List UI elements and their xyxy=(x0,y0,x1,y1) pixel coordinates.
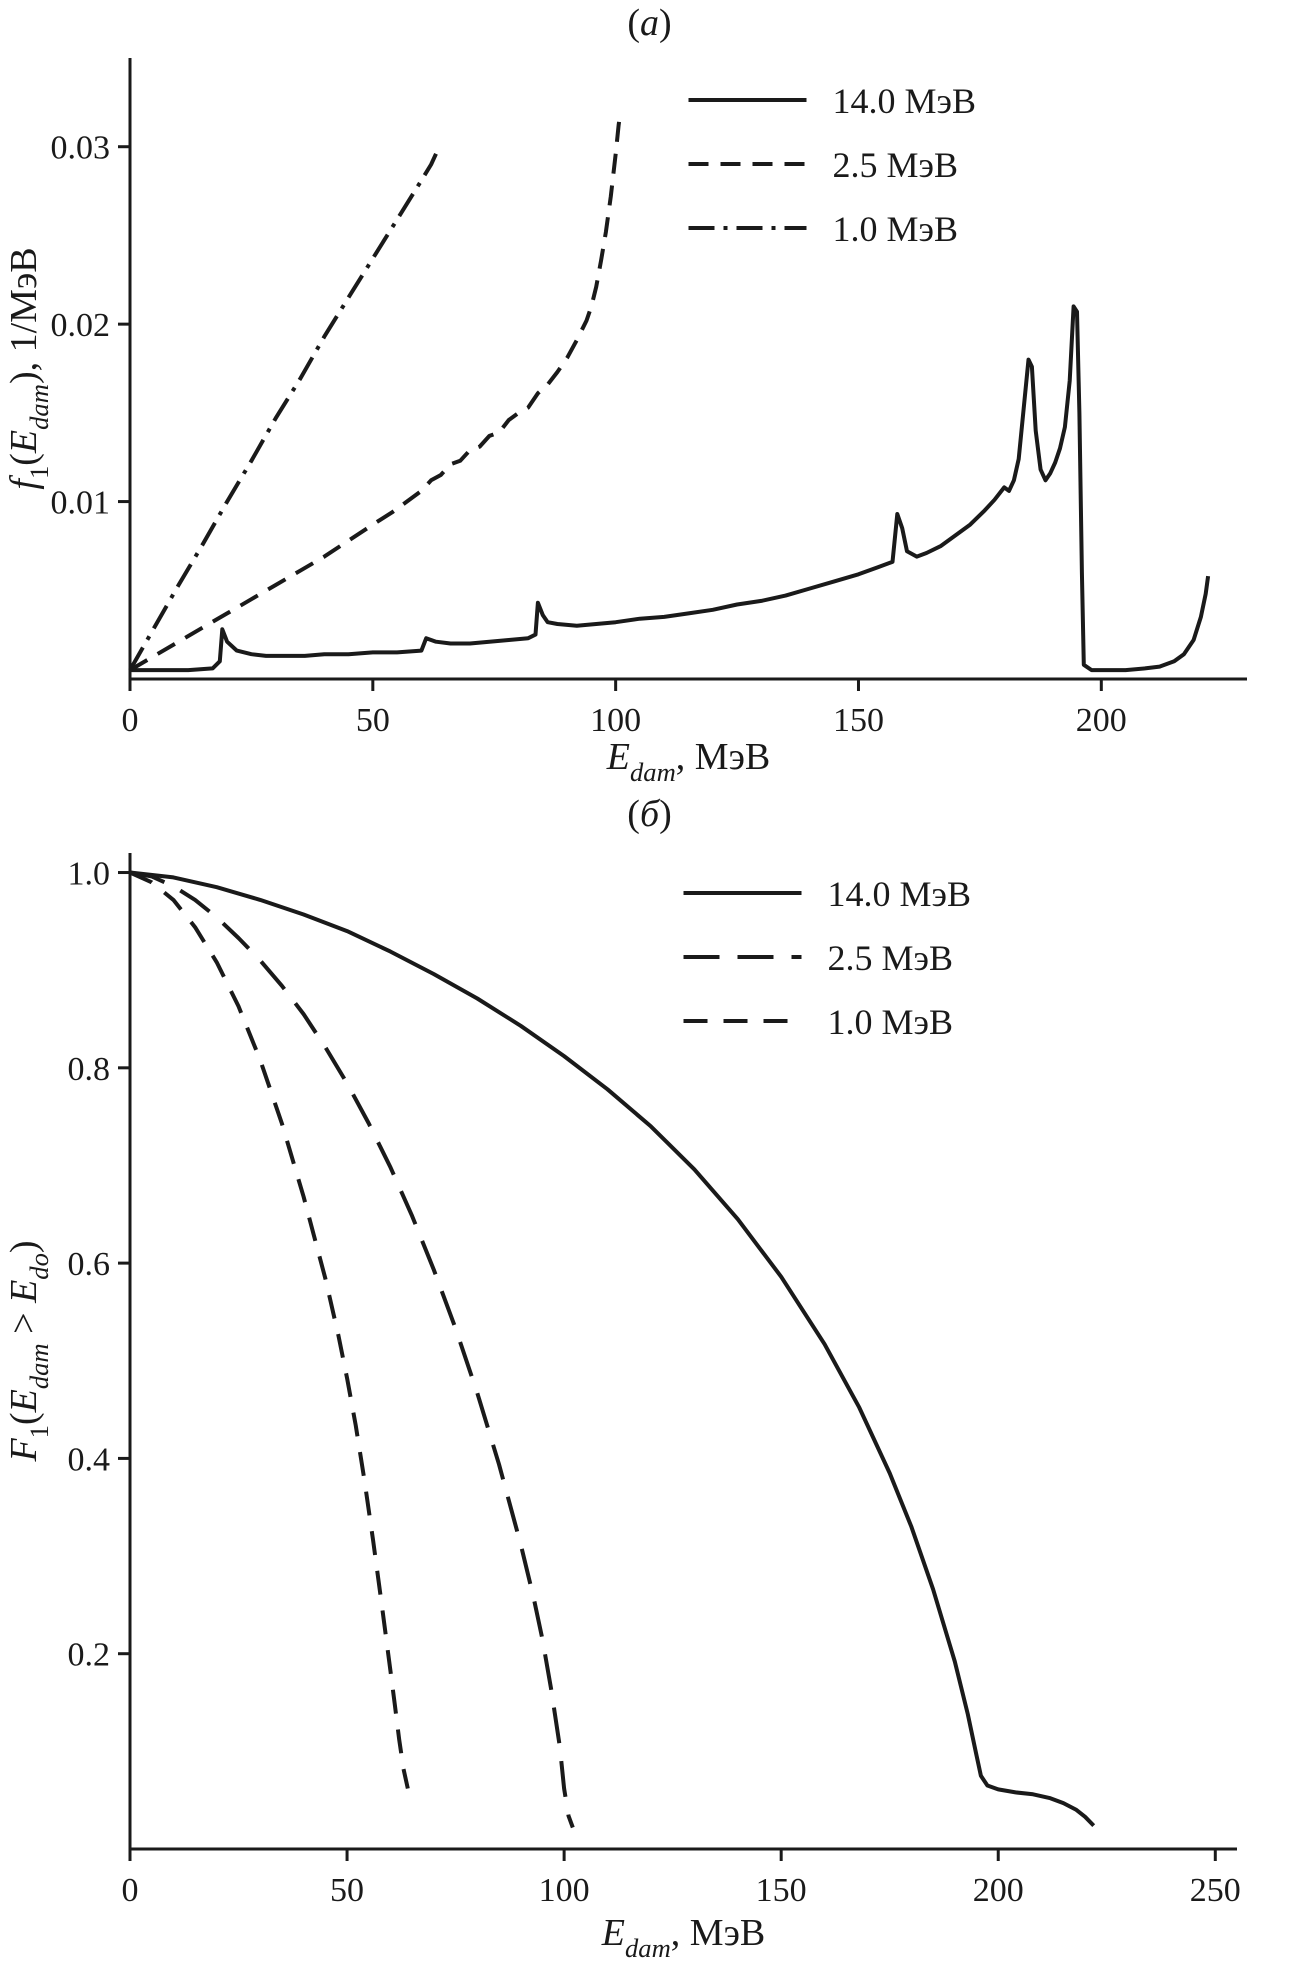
x-tick-label: 100 xyxy=(590,702,641,739)
y-axis-label: F1(Edam > Edo) xyxy=(3,1240,54,1462)
chart-b: 0 50 100 150 200 250 0.2 0.4 0.6 0.8 1.0 14.0 МэВ 2.… xyxy=(3,853,1241,1963)
y-tick-label: 0.8 xyxy=(68,1051,111,1088)
series-line-1.0-МэВ xyxy=(128,152,438,672)
axes-spines xyxy=(128,853,1237,1851)
legend-label-1.0-МэВ: 1.0 МэВ xyxy=(828,1002,953,1042)
series-line-2.5-МэВ xyxy=(128,110,623,672)
legend-label-14.0-МэВ: 14.0 МэВ xyxy=(833,81,976,121)
x-tick-label: 0 xyxy=(122,702,139,739)
x-tick-label: 200 xyxy=(973,1872,1024,1909)
series-line-2.5-МэВ xyxy=(129,870,575,1829)
x-tick-label: 50 xyxy=(356,702,390,739)
legend-label-2.5-МэВ: 2.5 МэВ xyxy=(833,145,958,185)
legend-label-2.5-МэВ: 2.5 МэВ xyxy=(828,938,953,978)
x-tick-label: 200 xyxy=(1076,702,1127,739)
x-axis-label: Edam, МэВ xyxy=(601,1912,765,1963)
series-line-14.0-МэВ xyxy=(130,304,1211,673)
x-tick-label: 50 xyxy=(330,1872,364,1909)
x-tick-label: 150 xyxy=(833,702,884,739)
x-tick-label: 0 xyxy=(122,1872,139,1909)
legend-label-1.0-МэВ: 1.0 МэВ xyxy=(833,209,958,249)
y-tick-label: 0.02 xyxy=(51,307,111,344)
series-line-14.0-МэВ xyxy=(129,870,1096,1827)
y-tick-label: 0.03 xyxy=(51,130,111,167)
y-tick-label: 0.4 xyxy=(68,1441,111,1478)
y-tick-label: 0.01 xyxy=(51,485,111,522)
x-tick-label: 250 xyxy=(1190,1872,1241,1909)
figure-a: (a) 0 50 100 150 200 0.01 0.02 0.03 14.0 МэВ 2.5 … xyxy=(0,0,1299,791)
y-tick-label: 0.6 xyxy=(68,1246,111,1283)
x-axis-label: Edam, МэВ xyxy=(606,736,770,787)
legend-label-14.0-МэВ: 14.0 МэВ xyxy=(828,874,971,914)
y-axis-label: f1(Edam), 1/МэВ xyxy=(3,247,54,489)
x-tick-label: 150 xyxy=(756,1872,807,1909)
figure-b: (б) 0 50 100 150 200 250 0.2 0.4 0.6 0.8 1.0 14.0 М… xyxy=(0,791,1299,1967)
series-line-1.0-МэВ xyxy=(129,870,410,1789)
figure-a-title: (a) xyxy=(627,2,672,44)
x-tick-label: 100 xyxy=(539,1872,590,1909)
y-tick-label: 1.0 xyxy=(68,856,111,893)
figure-b-title: (б) xyxy=(627,793,672,835)
y-tick-label: 0.2 xyxy=(68,1637,111,1674)
chart-a: 0 50 100 150 200 0.01 0.02 0.03 14.0 МэВ 2.5 МэВ 1… xyxy=(3,58,1247,787)
